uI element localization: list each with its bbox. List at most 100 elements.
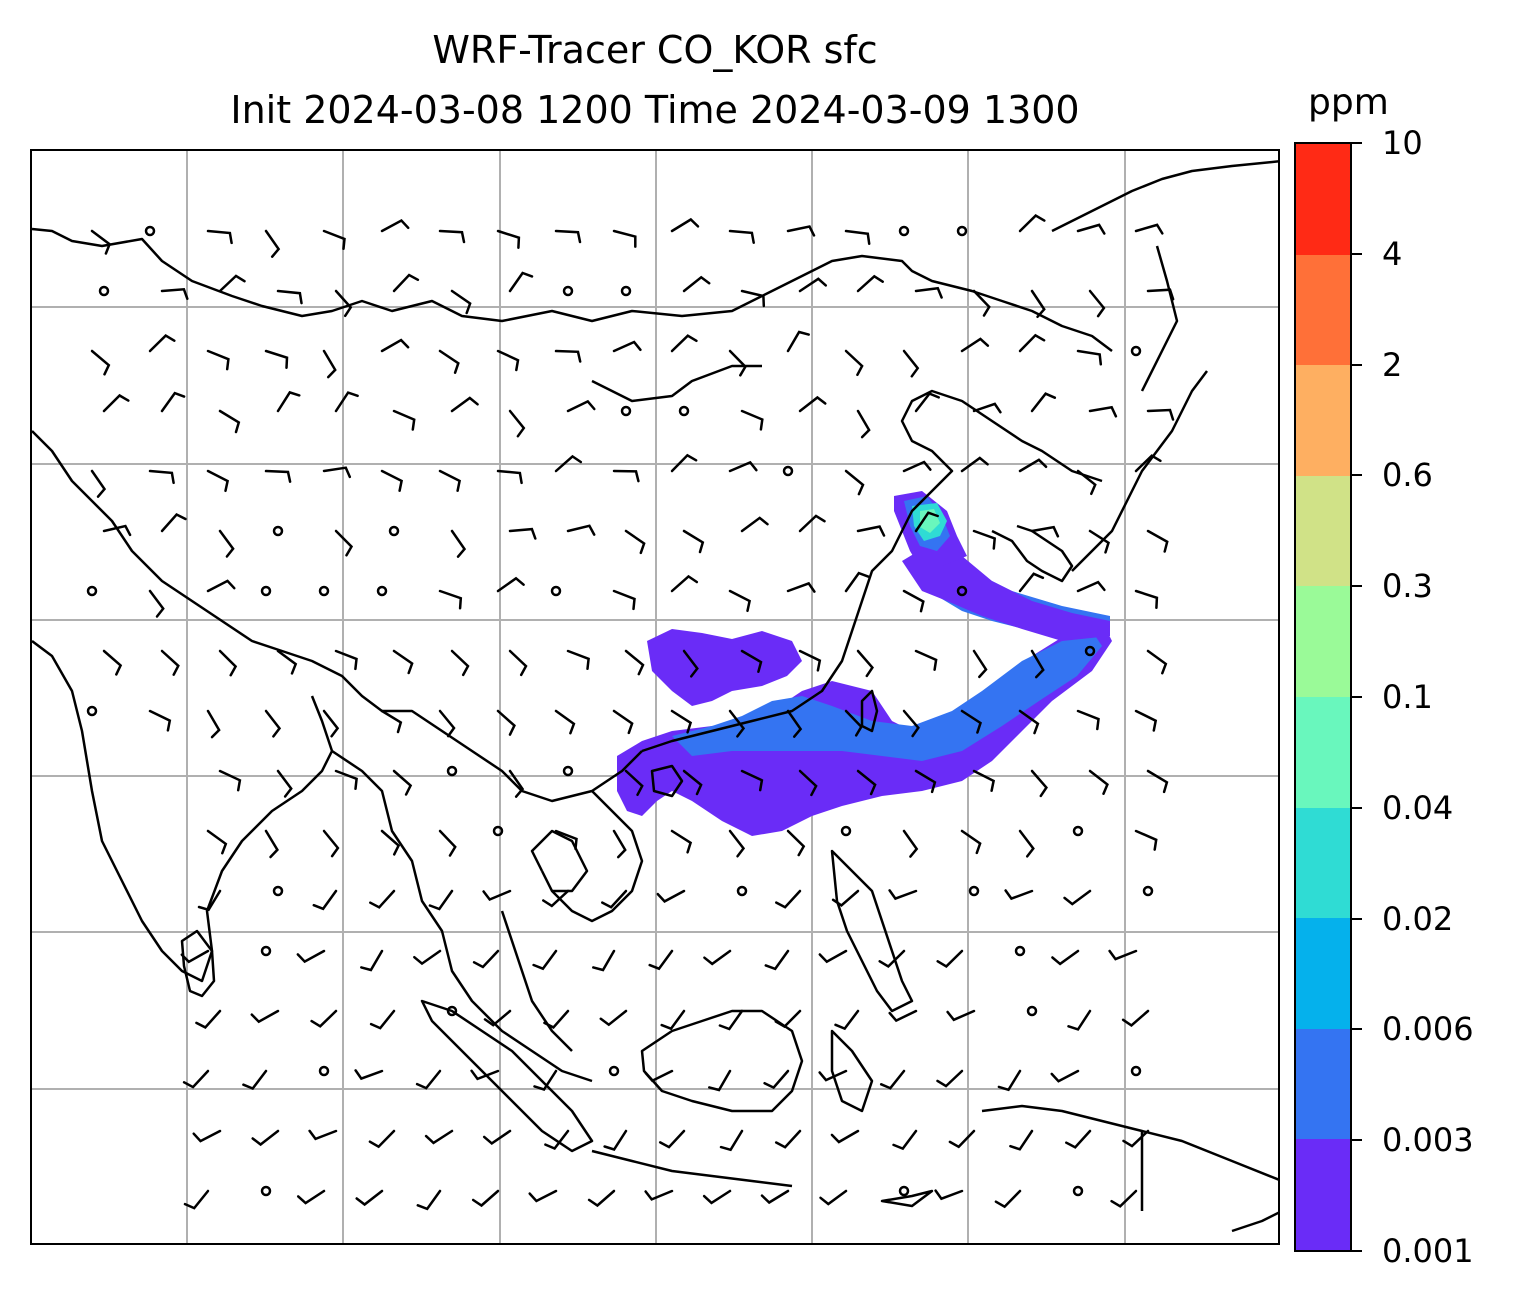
wind-barb [380, 829, 401, 856]
wind-barb [148, 589, 165, 618]
plume-yellow-sea-arm-low [902, 546, 1110, 641]
coastline-philippines [830, 849, 914, 1013]
wind-barb [554, 349, 582, 363]
wind-barb [1088, 529, 1110, 554]
wind-barb [322, 709, 340, 738]
calm-wind-circle [388, 525, 400, 537]
wind-barb [786, 829, 806, 857]
wind-barb [438, 589, 463, 610]
wind-barb [450, 529, 467, 558]
wind-barb [670, 829, 693, 854]
wind-barb [182, 1069, 210, 1089]
wind-barb [544, 1129, 570, 1151]
wind-barb [994, 1189, 1022, 1209]
wind-barb [1146, 529, 1169, 553]
wind-barb [612, 469, 640, 483]
wind-barb [296, 1189, 326, 1205]
calm-wind-circle [1014, 945, 1026, 957]
wind-barb [355, 1189, 384, 1207]
wind-barb [1076, 469, 1097, 496]
wind-barb [644, 1189, 674, 1201]
coastlines [32, 160, 1278, 1233]
wind-barb [786, 709, 803, 738]
wind-barb [413, 949, 442, 966]
wind-barb [902, 349, 920, 378]
wind-barb [902, 829, 919, 858]
colorbar-segment [1296, 586, 1350, 698]
wind-barb [728, 709, 746, 738]
wind-barb [740, 649, 763, 673]
wind-barb [470, 1069, 500, 1081]
wind-barb [1030, 769, 1048, 798]
wind-barb [296, 949, 326, 964]
wind-barb [972, 289, 991, 317]
wind-barb [892, 1129, 918, 1151]
calm-wind-circle [1084, 645, 1096, 657]
wind-barb [914, 649, 938, 671]
colorbar-tick [1352, 696, 1362, 698]
wind-barb [728, 349, 747, 377]
wind-barb [844, 571, 870, 593]
wind-barb [612, 340, 642, 353]
wind-barb [334, 289, 353, 318]
wind-barb [972, 529, 997, 550]
wind-barb [1108, 949, 1138, 961]
colorbar-tick [1352, 1139, 1362, 1142]
wind-barb [496, 469, 523, 485]
colorbar-tick-label: 0.003 [1382, 1121, 1474, 1160]
wind-barb [1030, 289, 1046, 319]
colorbar-tick [1352, 252, 1362, 255]
wind-barb [206, 579, 236, 593]
wind-barb [1063, 889, 1092, 906]
colorbar-segment [1296, 365, 1350, 476]
wind-barb [856, 649, 874, 678]
wind-barb [322, 349, 337, 379]
wind-barb [902, 709, 920, 738]
coastline-malay-peninsula [500, 910, 573, 1052]
wind-barb [774, 1129, 802, 1149]
wind-barb [218, 649, 238, 677]
colorbar-segment [1296, 1028, 1350, 1140]
calm-wind-circle [144, 225, 156, 237]
wind-barb [972, 769, 996, 792]
wind-barb [160, 649, 180, 676]
wind-barb [786, 330, 810, 353]
wind-barb [1134, 454, 1162, 473]
calm-wind-circle [260, 585, 272, 597]
coastline-borneo [640, 1009, 804, 1113]
wind-barb [624, 529, 646, 555]
wind-barb [740, 289, 766, 308]
wind-barb [250, 1009, 280, 1024]
calm-wind-circle [562, 285, 574, 297]
coastline-russia-far-east [1051, 160, 1278, 233]
wind-barb [416, 1189, 442, 1211]
wind-barb [1134, 709, 1158, 732]
wind-barb [1134, 589, 1159, 610]
calm-wind-circle [86, 585, 98, 597]
colorbar-tick-label: 0.6 [1382, 456, 1433, 495]
wind-barb [1122, 1129, 1150, 1148]
wind-barb [936, 1069, 964, 1088]
wind-barb [972, 402, 1002, 414]
wind-barb [1110, 1189, 1138, 1208]
wind-barb [844, 469, 865, 496]
coastline-indochina [540, 790, 644, 923]
colorbar-tick-label: 0.04 [1382, 788, 1454, 827]
wind-barb [948, 1129, 976, 1149]
wind-barb [670, 334, 698, 353]
wind-barb [264, 229, 281, 258]
wind-barb [1088, 769, 1109, 795]
wind-barb [264, 829, 279, 859]
colorbar-tick-label: 0.1 [1382, 678, 1433, 716]
wind-barb [542, 889, 570, 908]
colorbar [1294, 142, 1352, 1252]
wind-barb [276, 289, 303, 305]
wind-barb [369, 889, 396, 909]
wind-barb [728, 229, 755, 244]
wind-barb [508, 271, 534, 293]
wind-barb [1146, 769, 1169, 794]
wind-barb [740, 516, 769, 533]
colorbar-tick-label: 2 [1382, 345, 1403, 384]
calm-wind-circle [898, 1185, 910, 1197]
wind-barb [624, 769, 644, 797]
